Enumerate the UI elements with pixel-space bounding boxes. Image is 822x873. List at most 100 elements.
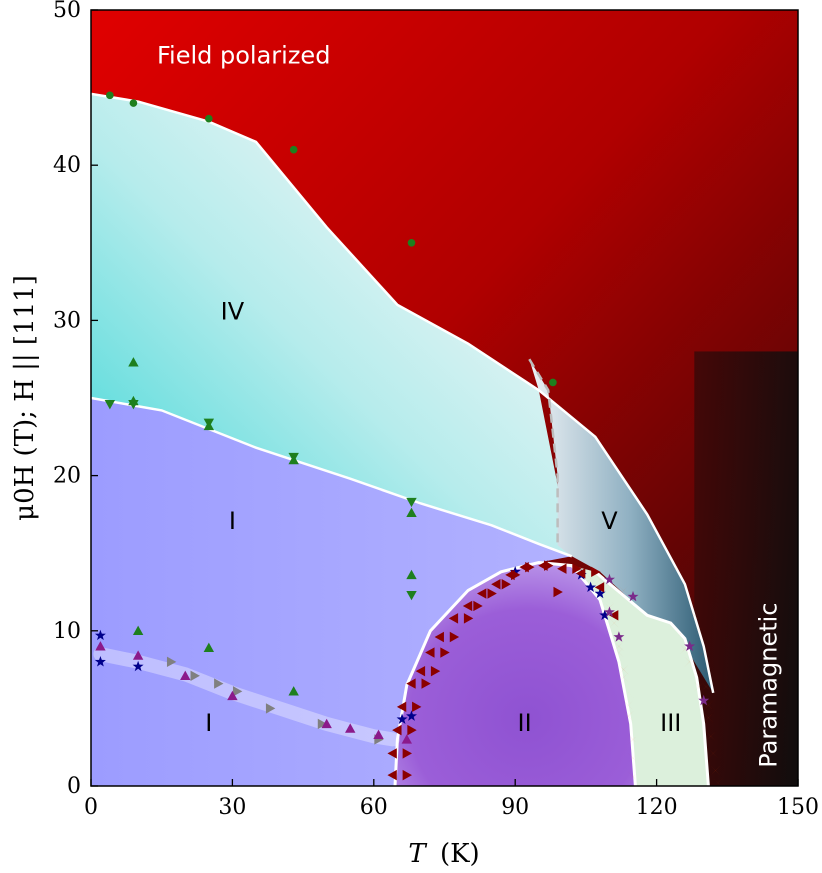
data-point bbox=[104, 400, 116, 410]
data-point bbox=[203, 642, 215, 653]
data-point bbox=[214, 678, 224, 689]
data-point bbox=[205, 114, 213, 123]
data-point bbox=[128, 357, 139, 367]
data-point bbox=[180, 670, 191, 680]
data-point bbox=[627, 734, 639, 745]
boundary-IV-V-dashed bbox=[528, 358, 559, 546]
data-point bbox=[627, 752, 639, 764]
marker-series-3-triangle-right bbox=[166, 656, 384, 745]
data-point bbox=[448, 613, 459, 624]
data-point bbox=[585, 572, 596, 584]
region-I bbox=[91, 398, 572, 786]
boundary-III-right bbox=[594, 570, 710, 786]
plot-frame bbox=[90, 9, 799, 787]
y-tick-label: 20 bbox=[53, 464, 81, 489]
data-point bbox=[549, 378, 557, 387]
data-point bbox=[434, 631, 444, 643]
data-point bbox=[462, 600, 473, 612]
data-point bbox=[665, 616, 676, 627]
boundary-glow-low-field bbox=[93, 647, 400, 747]
data-point bbox=[674, 628, 686, 640]
region-label-7: Paramagnetic bbox=[755, 602, 783, 767]
y-tick-label: 40 bbox=[53, 153, 81, 178]
data-point bbox=[166, 656, 177, 668]
data-point bbox=[604, 573, 615, 585]
data-point bbox=[288, 454, 299, 465]
region-paramagnetic bbox=[694, 351, 798, 786]
data-point bbox=[463, 613, 474, 624]
region-label-6: III bbox=[660, 709, 681, 737]
data-point bbox=[406, 507, 417, 518]
data-point bbox=[392, 724, 402, 736]
data-point bbox=[491, 579, 501, 590]
data-point bbox=[608, 617, 620, 629]
x-tick-label: 0 bbox=[84, 795, 98, 820]
data-point bbox=[698, 665, 709, 677]
data-point bbox=[406, 590, 417, 601]
data-point bbox=[575, 563, 587, 574]
data-point bbox=[396, 713, 408, 724]
data-point bbox=[684, 640, 696, 651]
y-tick-label: 0 bbox=[67, 774, 81, 799]
phase-regions bbox=[91, 10, 798, 786]
data-point bbox=[689, 669, 700, 680]
data-point bbox=[618, 672, 629, 683]
data-point bbox=[425, 647, 435, 658]
data-point bbox=[613, 641, 625, 652]
region-III bbox=[571, 565, 709, 786]
data-point bbox=[604, 606, 615, 617]
data-point bbox=[94, 656, 106, 667]
data-point bbox=[594, 582, 605, 593]
data-point bbox=[705, 731, 717, 742]
x-tick-label: 30 bbox=[218, 795, 246, 820]
data-point bbox=[95, 641, 106, 651]
data-point bbox=[703, 700, 714, 711]
y-tick-label: 50 bbox=[53, 0, 81, 23]
data-point bbox=[627, 771, 639, 782]
data-point bbox=[689, 610, 700, 621]
x-tick-label: 60 bbox=[360, 795, 388, 820]
x-axis-title: T (K) bbox=[408, 839, 479, 869]
marker-series-7-triangle-right bbox=[402, 560, 601, 781]
data-point bbox=[670, 563, 681, 574]
data-point bbox=[473, 600, 483, 612]
region-label-5: II bbox=[518, 709, 532, 737]
data-point bbox=[696, 648, 707, 660]
data-point bbox=[406, 569, 417, 580]
x-tick-label: 90 bbox=[501, 795, 529, 820]
region-label-3: V bbox=[601, 507, 618, 535]
data-point bbox=[289, 145, 298, 154]
x-axis-unit: (K) bbox=[440, 839, 480, 869]
data-point bbox=[572, 563, 582, 574]
marker-series-2-triangle-up bbox=[128, 357, 417, 696]
data-point bbox=[710, 765, 721, 776]
data-point bbox=[132, 625, 144, 635]
data-point bbox=[421, 678, 431, 689]
x-axis-variable: T bbox=[408, 839, 427, 869]
axis-ticks: 0 30 60 90 120 150 0 10 20 30 40 50 bbox=[53, 0, 819, 820]
data-point bbox=[679, 579, 691, 590]
data-point bbox=[128, 395, 139, 406]
data-point bbox=[345, 723, 356, 733]
data-point bbox=[693, 681, 705, 692]
y-tick-label: 10 bbox=[53, 619, 81, 644]
data-point bbox=[407, 724, 417, 736]
data-point bbox=[599, 609, 611, 620]
data-point bbox=[608, 610, 619, 621]
data-point bbox=[129, 99, 138, 107]
data-point bbox=[387, 748, 397, 759]
data-point bbox=[401, 734, 412, 744]
region-IV bbox=[91, 93, 572, 557]
x-tick-label: 120 bbox=[636, 795, 678, 820]
data-point bbox=[651, 605, 662, 616]
data-point bbox=[707, 748, 719, 759]
data-point bbox=[698, 694, 710, 706]
data-point bbox=[232, 686, 243, 697]
data-point bbox=[693, 625, 705, 636]
data-point bbox=[618, 664, 629, 675]
data-point bbox=[604, 594, 615, 605]
data-point bbox=[637, 594, 648, 605]
data-point bbox=[106, 91, 114, 100]
